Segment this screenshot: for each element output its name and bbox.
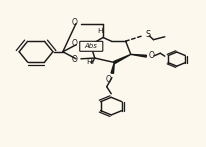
Polygon shape [114,54,131,63]
FancyBboxPatch shape [80,41,103,51]
Text: O: O [149,51,155,60]
Text: O: O [72,39,78,49]
Text: O: O [72,18,78,27]
Text: Abs: Abs [85,43,98,49]
Text: H: H [97,28,103,34]
Text: O: O [105,75,111,84]
Polygon shape [111,62,114,73]
Text: O: O [72,55,78,64]
Text: H: H [86,59,91,65]
Polygon shape [131,54,146,57]
Text: S: S [145,30,150,40]
